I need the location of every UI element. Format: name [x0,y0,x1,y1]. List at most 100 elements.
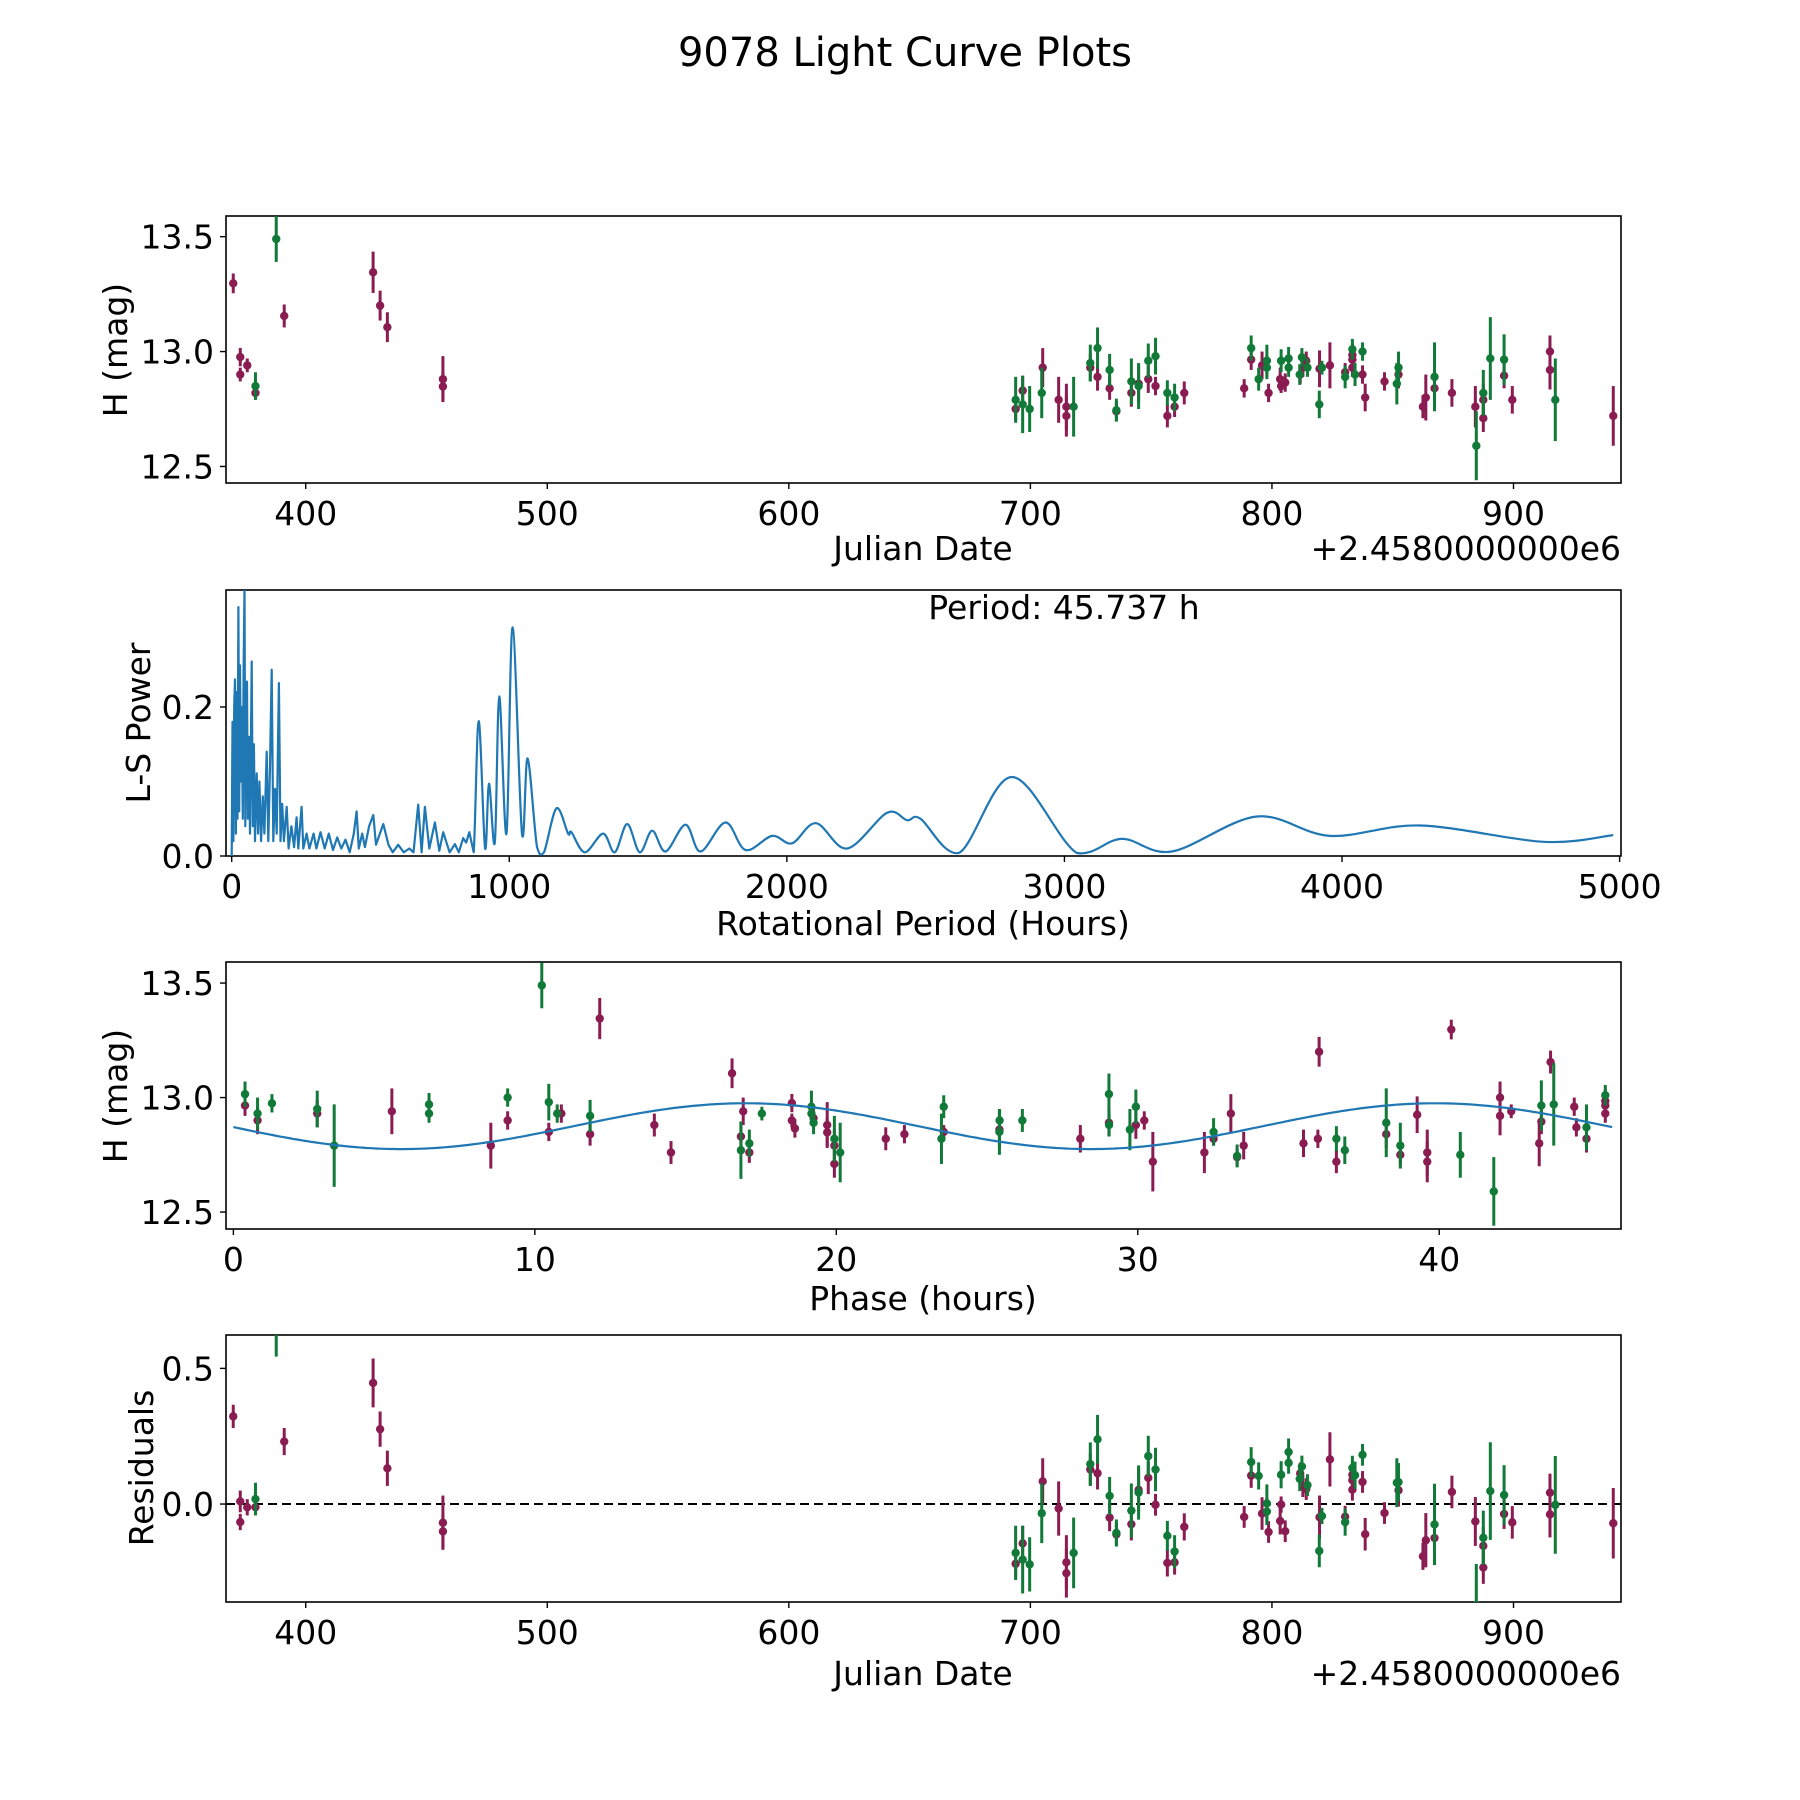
data-point-green [1473,1600,1480,1602]
x-tick-label: 500 [516,1613,579,1652]
data-point-green [1486,1486,1495,1496]
data-point-green [1382,1118,1391,1127]
data-point-purple [1471,402,1480,411]
data-point-purple [727,1069,737,1078]
data-point-green [272,234,281,244]
y-tick-label: 13.5 [141,218,214,257]
data-point-green [1086,1459,1095,1469]
data-point-purple [368,1378,378,1388]
data-point-purple [1545,365,1555,375]
data-point-purple [280,1437,289,1446]
data-point-purple [650,1120,659,1130]
data-point-green [313,1104,322,1114]
x-tick-label: 5000 [1578,867,1662,906]
data-point-green [1348,345,1357,354]
x-tick-label: 1000 [467,867,551,906]
data-point-green [251,381,260,391]
data-point-green [1303,363,1312,372]
data-point-purple [1264,388,1273,398]
x-axis-label: Julian Date [831,1654,1013,1693]
data-point-green [1350,370,1360,379]
x-tick-label: 900 [1482,494,1545,533]
data-point-green [1018,400,1027,409]
data-point-green [809,1118,818,1127]
data-point-purple [1572,1123,1581,1132]
data-point-purple [1180,388,1189,398]
data-point-purple [368,268,378,277]
data-point-green [995,1116,1004,1125]
data-point-green [1276,356,1286,365]
x-tick-label: 700 [999,494,1062,533]
data-point-purple [1275,1516,1285,1526]
data-point-green [1499,355,1509,364]
data-point-green [1340,1146,1350,1155]
data-point-green [1011,395,1020,405]
data-point-green [1430,372,1439,382]
data-point-purple [1421,393,1431,402]
data-point-green [1037,1509,1046,1518]
data-point-purple [1601,1109,1610,1118]
data-point-green [1127,377,1136,386]
data-point-purple [1054,395,1063,405]
data-point-green [1151,1465,1160,1474]
data-point-green [1125,1125,1135,1134]
data-point-purple [822,1128,832,1137]
data-point-green [1340,1517,1350,1527]
data-point-green [1582,1123,1591,1132]
data-point-green [1486,354,1495,363]
data-point-green [1276,1470,1286,1479]
x-axis-label: Rotational Period (Hours) [716,904,1130,943]
data-point-purple [1093,372,1102,382]
data-point-green [1104,1120,1114,1130]
data-point-green [1394,1477,1403,1487]
data-point-purple [1314,1047,1324,1056]
data-point-purple [1281,378,1290,387]
data-point-purple [236,1517,245,1527]
data-point-purple [1226,1109,1236,1118]
data-point-green [1358,1450,1367,1460]
data-point-purple [1380,1508,1389,1518]
data-point-green [1093,1435,1102,1444]
x-tick-label: 0 [223,1240,244,1279]
data-point-purple [1105,384,1114,393]
y-tick-label: 13.0 [141,1079,214,1118]
data-point-purple [243,1503,252,1512]
y-tick-label: 0.0 [162,1485,214,1524]
periodogram-line [230,590,1614,856]
x-tick-label: 400 [274,1613,337,1652]
y-axis-label: L-S Power [119,642,158,803]
data-point-purple [666,1148,676,1157]
data-point-purple [1508,1518,1517,1527]
data-point-purple [1447,388,1457,398]
y-axis-label: H (mag) [96,283,135,417]
data-point-purple [1421,1536,1431,1545]
data-point-purple [739,1107,748,1116]
data-point-purple [1325,361,1335,370]
data-point-green [995,1127,1004,1137]
data-point-purple [1325,1455,1335,1464]
data-point-purple [1151,1500,1160,1509]
data-point-purple [1332,1157,1341,1166]
x-tick-label: 2000 [745,867,829,906]
periodogram-axes: Rotational Period (Hours) L-S Power Peri… [119,588,1662,943]
y-tick-label: 0.5 [162,1349,214,1388]
data-point-green [745,1139,754,1148]
x-tick-label: 0 [221,867,242,906]
data-point-purple [383,323,392,332]
data-point-green [1315,400,1324,409]
data-point-green [1262,1507,1272,1516]
data-point-green [267,1099,277,1108]
data-point-green [1018,1555,1027,1564]
residuals-axes: Julian Date +2.4580000000e6 Residuals 40… [122,1334,1622,1693]
data-point-purple [229,279,238,288]
data-point-green [1170,393,1179,402]
data-point-green [1601,1091,1610,1100]
data-point-purple [1200,1148,1209,1157]
data-point-green [1209,1127,1218,1137]
data-point-purple [1412,1110,1422,1119]
plot-area [229,216,1618,481]
data-point-purple [1151,381,1160,391]
data-point-green [1430,1520,1439,1529]
data-point-purple [1062,1568,1071,1578]
data-point-green [1317,1511,1327,1521]
